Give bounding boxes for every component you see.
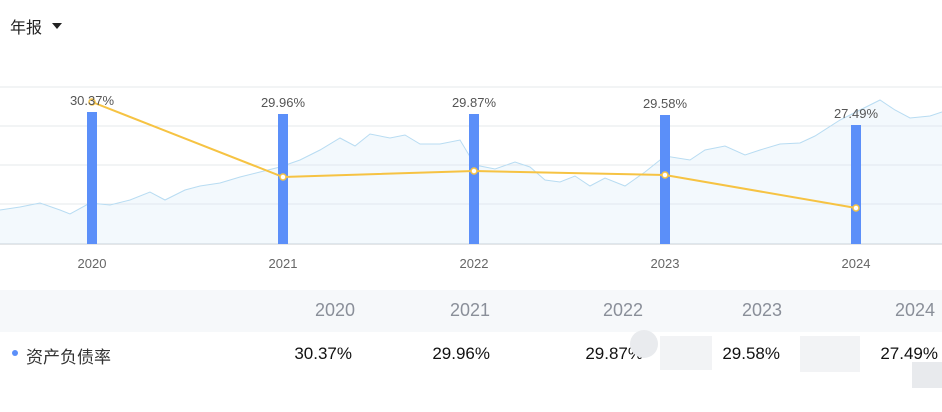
table-value-2020: 30.37%: [294, 344, 352, 363]
data-label-2022: 29.87%: [452, 95, 497, 110]
x-tick-2023: 2023: [651, 256, 680, 271]
data-label-2020: 30.37%: [70, 93, 115, 108]
x-tick-2024: 2024: [842, 256, 871, 271]
table-year-2020: 2020: [314, 300, 355, 320]
table-year-2024: 2024: [894, 300, 935, 320]
watermark-patch: [800, 336, 860, 372]
x-tick-2022: 2022: [460, 256, 489, 271]
table-header: [0, 290, 942, 332]
watermark-patch: [660, 336, 712, 370]
period-selector[interactable]: 年报: [10, 14, 63, 38]
data-label-2024: 27.49%: [834, 106, 879, 121]
row-label: 资产负债率: [26, 348, 111, 367]
table-year-2023: 2023: [741, 300, 782, 320]
bar-2022[interactable]: [469, 114, 479, 244]
table-value-2022: 29.87%: [585, 344, 643, 363]
watermark-logo: [630, 330, 658, 358]
table-year-2022: 2022: [602, 300, 643, 320]
series-bullet: [12, 350, 18, 356]
line-point-2024[interactable]: [852, 204, 860, 212]
data-label-2021: 29.96%: [261, 95, 306, 110]
table-value-2024: 27.49%: [880, 344, 938, 363]
caret-down-icon: [52, 23, 63, 29]
table-value-2023: 29.58%: [722, 344, 780, 363]
x-tick-2021: 2021: [269, 256, 298, 271]
debt-ratio-chart: 30.37% 29.96% 29.87% 29.58% 27.49% 2020 2021 20…: [0, 86, 942, 271]
line-point-2022[interactable]: [470, 167, 478, 175]
bar-2020[interactable]: [87, 112, 97, 244]
data-label-2023: 29.58%: [643, 96, 688, 111]
bar-2024[interactable]: [851, 125, 861, 244]
line-point-2020[interactable]: [88, 98, 96, 106]
line-point-2021[interactable]: [279, 173, 287, 181]
bar-2023[interactable]: [660, 115, 670, 244]
table-year-2021: 2021: [449, 300, 490, 320]
line-point-2023[interactable]: [661, 171, 669, 179]
corner-watermark: [912, 362, 942, 388]
x-tick-2020: 2020: [78, 256, 107, 271]
table-value-2021: 29.96%: [432, 344, 490, 363]
period-label: 年报: [10, 20, 43, 37]
